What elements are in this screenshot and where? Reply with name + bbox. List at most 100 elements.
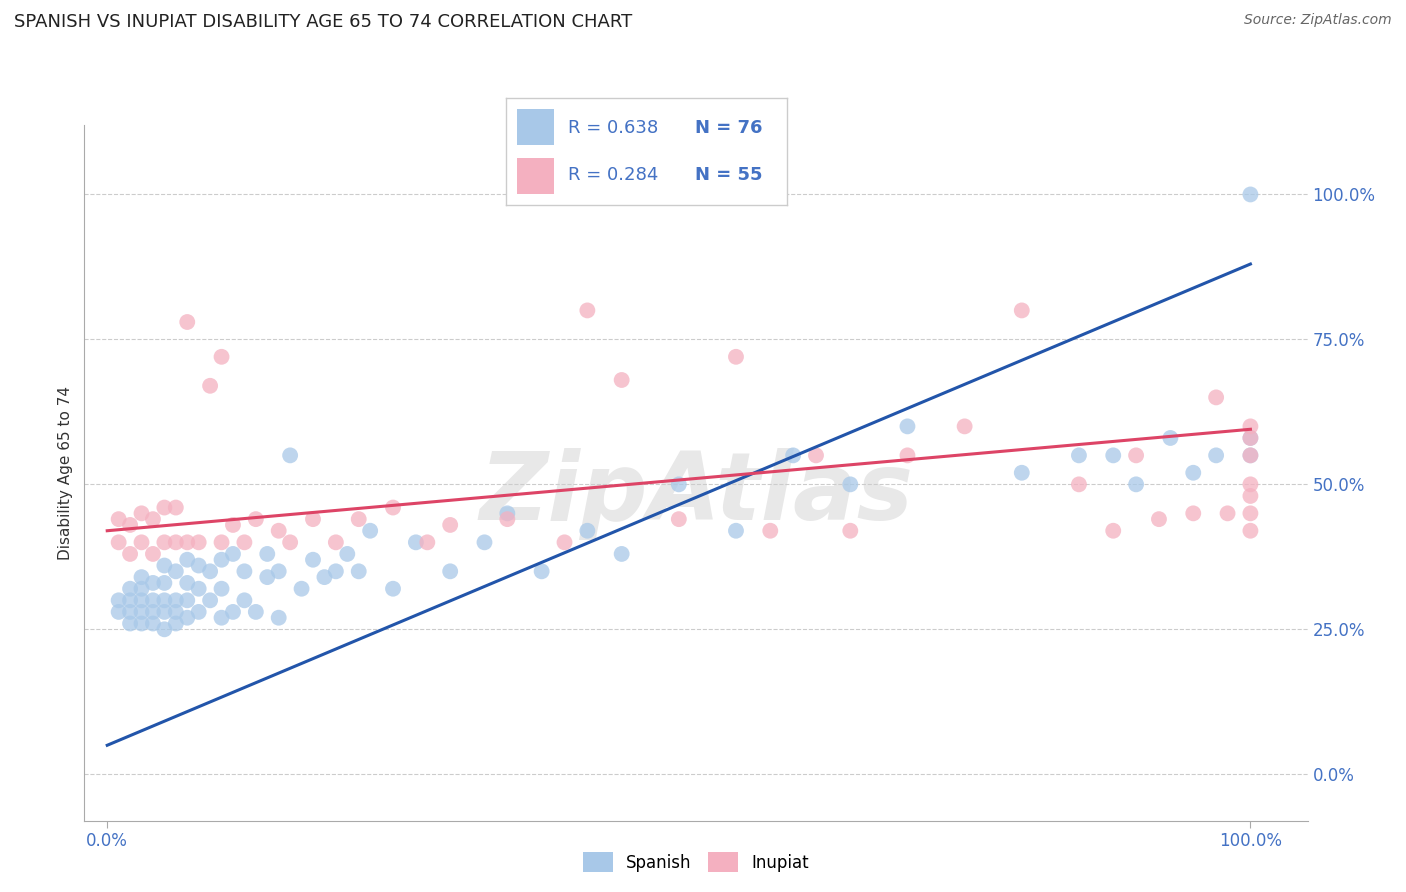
Point bbox=[245, 512, 267, 526]
Point bbox=[142, 547, 165, 561]
Point bbox=[153, 623, 176, 637]
Point bbox=[1239, 448, 1261, 462]
Point bbox=[176, 593, 198, 607]
Point bbox=[405, 535, 427, 549]
Point bbox=[233, 535, 256, 549]
Point bbox=[107, 593, 129, 607]
Point bbox=[176, 611, 198, 625]
Point bbox=[107, 535, 129, 549]
Point bbox=[142, 616, 165, 631]
Point bbox=[222, 605, 245, 619]
Point bbox=[1239, 419, 1261, 434]
Point bbox=[211, 350, 233, 364]
Point bbox=[302, 512, 325, 526]
Point bbox=[1125, 448, 1147, 462]
Point bbox=[165, 565, 187, 579]
Point bbox=[142, 512, 165, 526]
Point bbox=[439, 565, 461, 579]
Point bbox=[176, 576, 198, 591]
Point bbox=[724, 350, 747, 364]
Point bbox=[233, 565, 256, 579]
Point bbox=[1239, 187, 1261, 202]
Point bbox=[165, 616, 187, 631]
Point bbox=[142, 593, 165, 607]
Point bbox=[1239, 489, 1261, 503]
Point bbox=[1205, 391, 1227, 405]
Point bbox=[153, 535, 176, 549]
Point bbox=[1239, 431, 1261, 445]
Point bbox=[142, 605, 165, 619]
Point bbox=[1011, 303, 1033, 318]
Point bbox=[198, 593, 221, 607]
Point bbox=[187, 582, 209, 596]
Point bbox=[256, 570, 278, 584]
Point bbox=[120, 582, 142, 596]
Point bbox=[1239, 524, 1261, 538]
Point bbox=[896, 419, 918, 434]
Point bbox=[120, 593, 142, 607]
Point bbox=[131, 593, 153, 607]
Point bbox=[576, 524, 599, 538]
Point bbox=[576, 303, 599, 318]
Point bbox=[153, 576, 176, 591]
Point bbox=[290, 582, 312, 596]
Point bbox=[120, 616, 142, 631]
Point bbox=[382, 500, 405, 515]
Point bbox=[165, 535, 187, 549]
Point bbox=[267, 524, 290, 538]
Point bbox=[804, 448, 827, 462]
Point bbox=[131, 570, 153, 584]
Y-axis label: Disability Age 65 to 74: Disability Age 65 to 74 bbox=[58, 385, 73, 560]
Point bbox=[953, 419, 976, 434]
Point bbox=[107, 512, 129, 526]
Point bbox=[553, 535, 575, 549]
Point bbox=[267, 611, 290, 625]
Point bbox=[153, 593, 176, 607]
FancyBboxPatch shape bbox=[517, 158, 554, 194]
Point bbox=[1239, 431, 1261, 445]
Text: R = 0.638: R = 0.638 bbox=[568, 120, 658, 137]
Legend: Spanish, Inupiat: Spanish, Inupiat bbox=[576, 846, 815, 879]
Point bbox=[198, 565, 221, 579]
Point bbox=[198, 378, 221, 392]
Point bbox=[1147, 512, 1170, 526]
Point bbox=[153, 558, 176, 573]
Point bbox=[382, 582, 405, 596]
Point bbox=[1182, 507, 1205, 521]
Point bbox=[325, 535, 347, 549]
Point bbox=[187, 558, 209, 573]
Point bbox=[131, 535, 153, 549]
Point bbox=[1239, 448, 1261, 462]
Point bbox=[176, 535, 198, 549]
Point bbox=[1011, 466, 1033, 480]
Point bbox=[1216, 507, 1239, 521]
Point bbox=[222, 517, 245, 532]
Point bbox=[107, 605, 129, 619]
Point bbox=[416, 535, 439, 549]
Point bbox=[839, 477, 862, 491]
Point bbox=[256, 547, 278, 561]
Point bbox=[267, 565, 290, 579]
Point bbox=[278, 535, 301, 549]
Point bbox=[496, 507, 519, 521]
Text: R = 0.284: R = 0.284 bbox=[568, 166, 658, 184]
Text: N = 55: N = 55 bbox=[695, 166, 762, 184]
Point bbox=[211, 611, 233, 625]
Point bbox=[1067, 448, 1090, 462]
Point bbox=[474, 535, 496, 549]
Point bbox=[278, 448, 301, 462]
Point bbox=[1239, 477, 1261, 491]
Point bbox=[759, 524, 782, 538]
Point bbox=[211, 535, 233, 549]
Point bbox=[336, 547, 359, 561]
Point bbox=[325, 565, 347, 579]
Point bbox=[153, 605, 176, 619]
Point bbox=[896, 448, 918, 462]
Point bbox=[131, 582, 153, 596]
Point bbox=[131, 616, 153, 631]
Text: ZipAtlas: ZipAtlas bbox=[479, 448, 912, 540]
Point bbox=[187, 535, 209, 549]
Point bbox=[668, 512, 690, 526]
Point bbox=[1102, 448, 1125, 462]
Point bbox=[359, 524, 381, 538]
